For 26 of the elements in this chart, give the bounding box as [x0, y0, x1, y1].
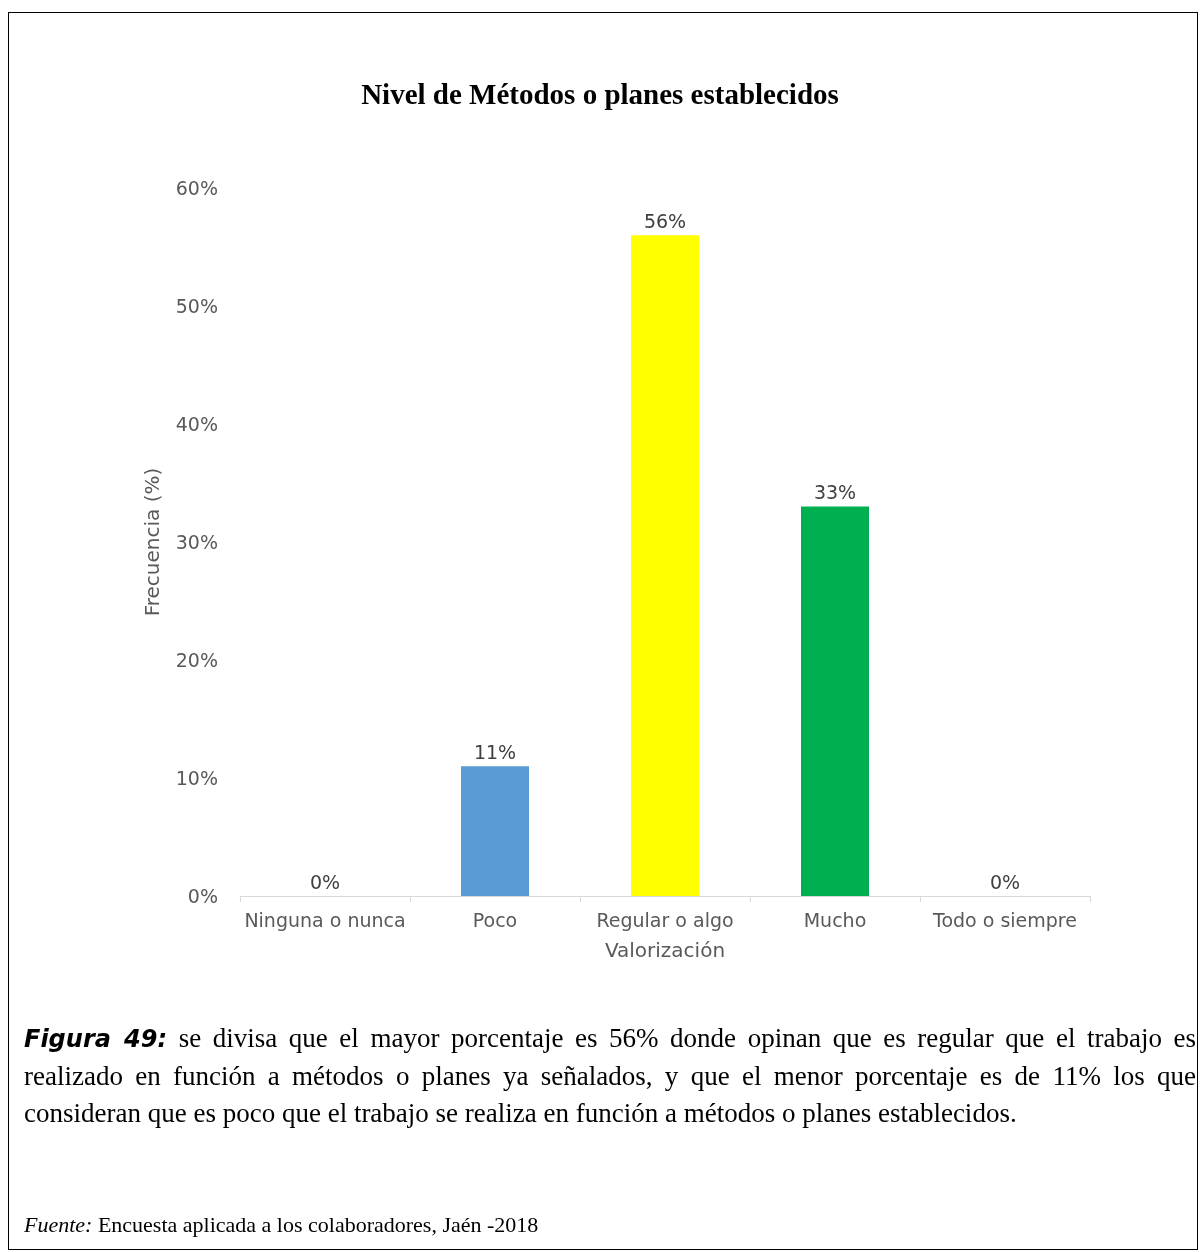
text: Figura 49:: [24, 1025, 168, 1053]
x-tick-label: Ninguna o nunca: [244, 908, 406, 931]
chart-title: Nivel de Métodos o planes establecidos: [361, 77, 839, 110]
text: Encuesta aplicada a los colaboradores, Jaén -2018: [97, 1212, 539, 1237]
bar: [461, 766, 529, 896]
x-axis-title: Valorización: [604, 938, 726, 962]
bar: [631, 235, 699, 896]
x-tick-label: Mucho: [803, 908, 867, 931]
data-label: 0%: [989, 870, 1021, 893]
data-label: 56%: [643, 209, 687, 232]
y-tick-label: 30%: [175, 531, 218, 553]
y-tick-label: 40%: [175, 413, 218, 435]
source-note: Fuente:: [24, 1212, 93, 1237]
y-tick-label: 0%: [187, 885, 218, 907]
data-label: 11%: [473, 740, 517, 763]
y-tick-label: 50%: [175, 295, 218, 317]
y-tick-label: 60%: [175, 177, 218, 199]
x-tick-label: Poco: [472, 908, 518, 931]
y-tick-label: 20%: [175, 649, 218, 671]
data-label: 0%: [309, 870, 341, 893]
y-axis-title: Frecuencia (%): [140, 467, 164, 617]
data-label: 33%: [813, 481, 857, 504]
x-tick-label: Regular o algo: [596, 908, 734, 931]
y-tick-label: 10%: [175, 767, 218, 789]
bar: [801, 506, 869, 896]
x-tick-label: Todo o siempre: [932, 908, 1077, 931]
